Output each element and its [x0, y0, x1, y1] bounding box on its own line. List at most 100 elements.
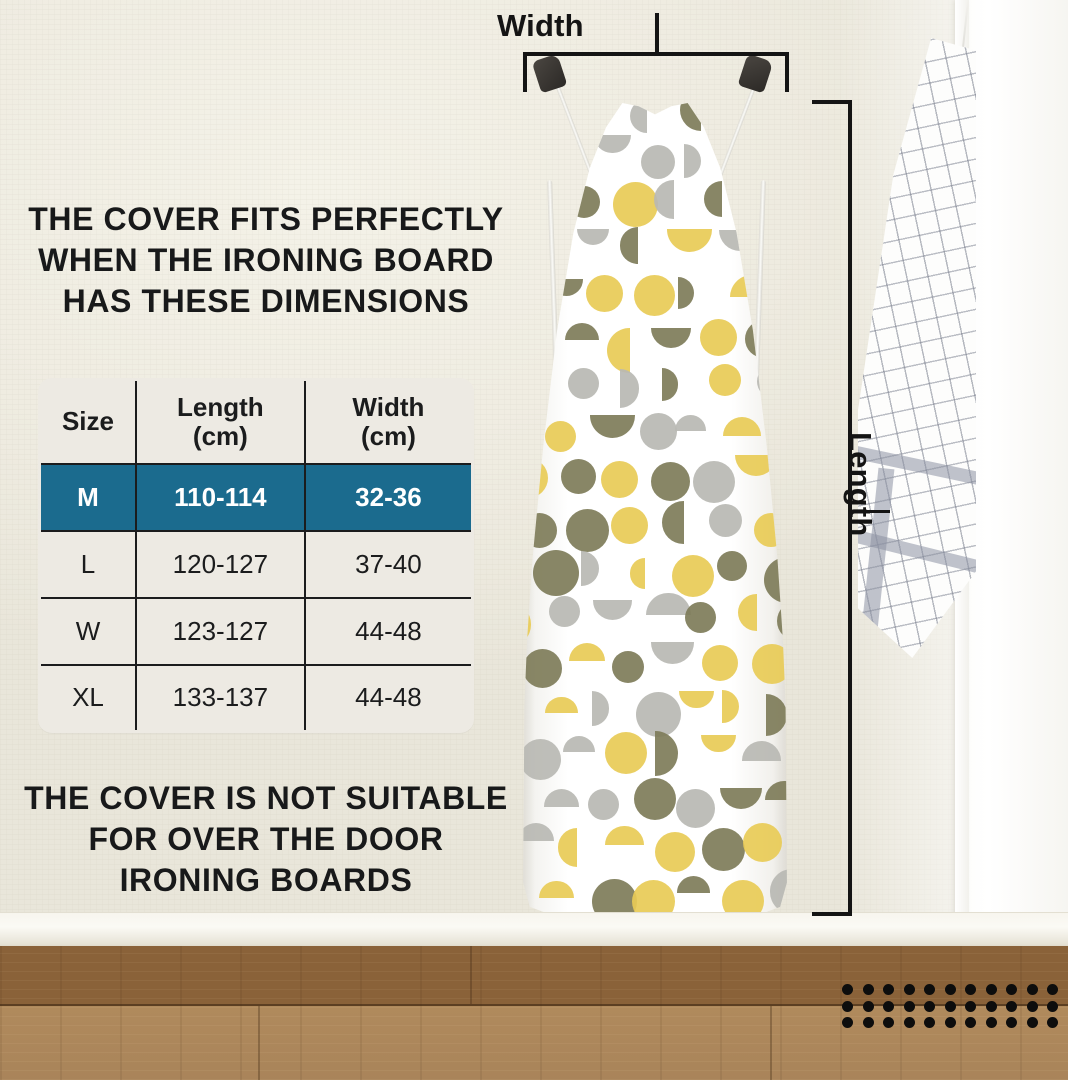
cover-pattern-shape [651, 328, 692, 349]
col-header-size-line1: Size [61, 406, 114, 437]
cover-pattern-shape [738, 594, 757, 632]
cover-pattern-shape [568, 368, 600, 400]
decorative-dot [883, 984, 894, 995]
cover-pattern-shape [592, 600, 632, 620]
cover-pattern-shape [661, 367, 679, 401]
cover-pattern-shape [765, 780, 787, 801]
cover-pattern-shape [716, 550, 747, 581]
size-table: Size Length (cm) Width (cm) M 110-114 32… [38, 378, 474, 733]
decorative-dot [862, 1000, 874, 1012]
decorative-dot [944, 1000, 956, 1012]
decorative-dot [842, 984, 853, 995]
decorative-dot [1006, 984, 1017, 995]
length-bracket-tick-bottom [812, 912, 852, 916]
length-bracket-vertical [848, 100, 852, 916]
width-label: Width [497, 8, 584, 43]
cover-pattern-shape [704, 180, 723, 217]
cover-pattern-shape [569, 643, 606, 662]
cover-pattern-shape [523, 649, 562, 689]
cover-pattern-shape [586, 275, 624, 313]
cover-pattern-shape [619, 368, 640, 408]
decorative-dot [985, 984, 997, 995]
decorative-dot [1026, 1000, 1038, 1012]
cover-pattern-shape [735, 454, 778, 476]
cover-pattern-shape [629, 103, 647, 134]
cell-size: M [41, 462, 137, 532]
decorative-dot [924, 984, 935, 995]
cover-pattern-shape [591, 691, 610, 727]
decorative-dot [965, 1017, 976, 1028]
width-bracket-leader [655, 13, 659, 55]
cover-pattern-shape [692, 461, 735, 504]
decorative-dot [862, 1017, 874, 1028]
cover-pattern-shape [722, 880, 765, 915]
decorative-dot [965, 984, 976, 995]
width-bracket-tick-left [523, 52, 527, 92]
cell-length: 120-127 [134, 529, 306, 599]
col-header-width: Width (cm) [303, 381, 471, 465]
cover-pattern-shape [671, 555, 714, 598]
cover-pattern-shape [593, 134, 631, 153]
decorative-dot [985, 1017, 997, 1028]
cover-pattern-shape [675, 415, 707, 431]
cover-pattern-shape [633, 274, 675, 316]
decorative-dot [883, 1000, 894, 1012]
cover-pattern-shape [523, 738, 562, 780]
cover-pattern-shape [650, 642, 694, 664]
cover-pattern-shape [543, 789, 579, 807]
cell-size: XL [41, 663, 137, 730]
width-bracket-tick-right [785, 52, 789, 92]
cover-pattern-shape [590, 415, 636, 438]
cover-pattern-shape [654, 832, 695, 873]
decorative-dot [903, 1000, 915, 1012]
cover-pattern-shape [549, 596, 581, 628]
cover-pattern-shape [720, 788, 763, 809]
cell-size: L [41, 529, 137, 599]
cover-pattern-shape [641, 145, 676, 180]
decorative-dot [1026, 984, 1038, 995]
cover-pattern-shape [601, 461, 639, 499]
decorative-dot [1047, 984, 1058, 995]
cover-pattern-shape [645, 592, 691, 616]
cover-pattern-shape [612, 650, 645, 683]
cover-pattern-shape [655, 730, 678, 776]
decorative-dot [883, 1017, 894, 1028]
cover-pattern-shape [604, 732, 647, 775]
decorative-dot [965, 1000, 976, 1012]
floor-plank-seam [0, 1004, 1068, 1006]
cover-pattern-shape [676, 876, 710, 893]
cover-pattern-shape [677, 276, 694, 309]
headline-top: THE COVER FITS PERFECTLY WHEN THE IRONIN… [28, 201, 504, 319]
cover-pattern-shape [532, 550, 579, 597]
cover-pattern-shape [684, 144, 702, 179]
col-header-width-line2: (cm) [360, 420, 416, 451]
cover-pattern-shape [564, 322, 599, 340]
decorative-dot [1006, 1017, 1017, 1028]
cover-pattern-shape [538, 880, 574, 899]
decorative-dot [1047, 1000, 1058, 1012]
col-header-length: Length (cm) [134, 381, 306, 465]
cell-length: 110-114 [134, 462, 306, 532]
cell-width: 44-48 [303, 663, 471, 730]
cover-pattern-shape [702, 644, 739, 681]
decorative-dot [862, 984, 874, 995]
floor-plank-seam [258, 1006, 260, 1080]
length-label: Length [843, 432, 878, 537]
cover-pattern-shape [766, 693, 787, 736]
cover-pattern-shape [708, 363, 741, 396]
cover-pattern-shape [723, 417, 762, 437]
cover-pattern-shape [565, 508, 609, 552]
cover-pattern-shape [577, 229, 610, 246]
cell-width: 32-36 [303, 462, 471, 532]
cover-pattern-shape [651, 461, 691, 501]
decorative-dot [1047, 1017, 1058, 1028]
length-bracket-leader [848, 510, 890, 513]
cover-pattern-shape [563, 735, 596, 752]
decorative-dot [1006, 1000, 1017, 1012]
cover-pattern-shape [684, 601, 716, 633]
cover-pattern-shape [722, 689, 739, 723]
col-header-length-line2: (cm) [192, 420, 248, 451]
cover-pattern-shape [636, 691, 682, 737]
cover-pattern-shape [666, 229, 712, 252]
